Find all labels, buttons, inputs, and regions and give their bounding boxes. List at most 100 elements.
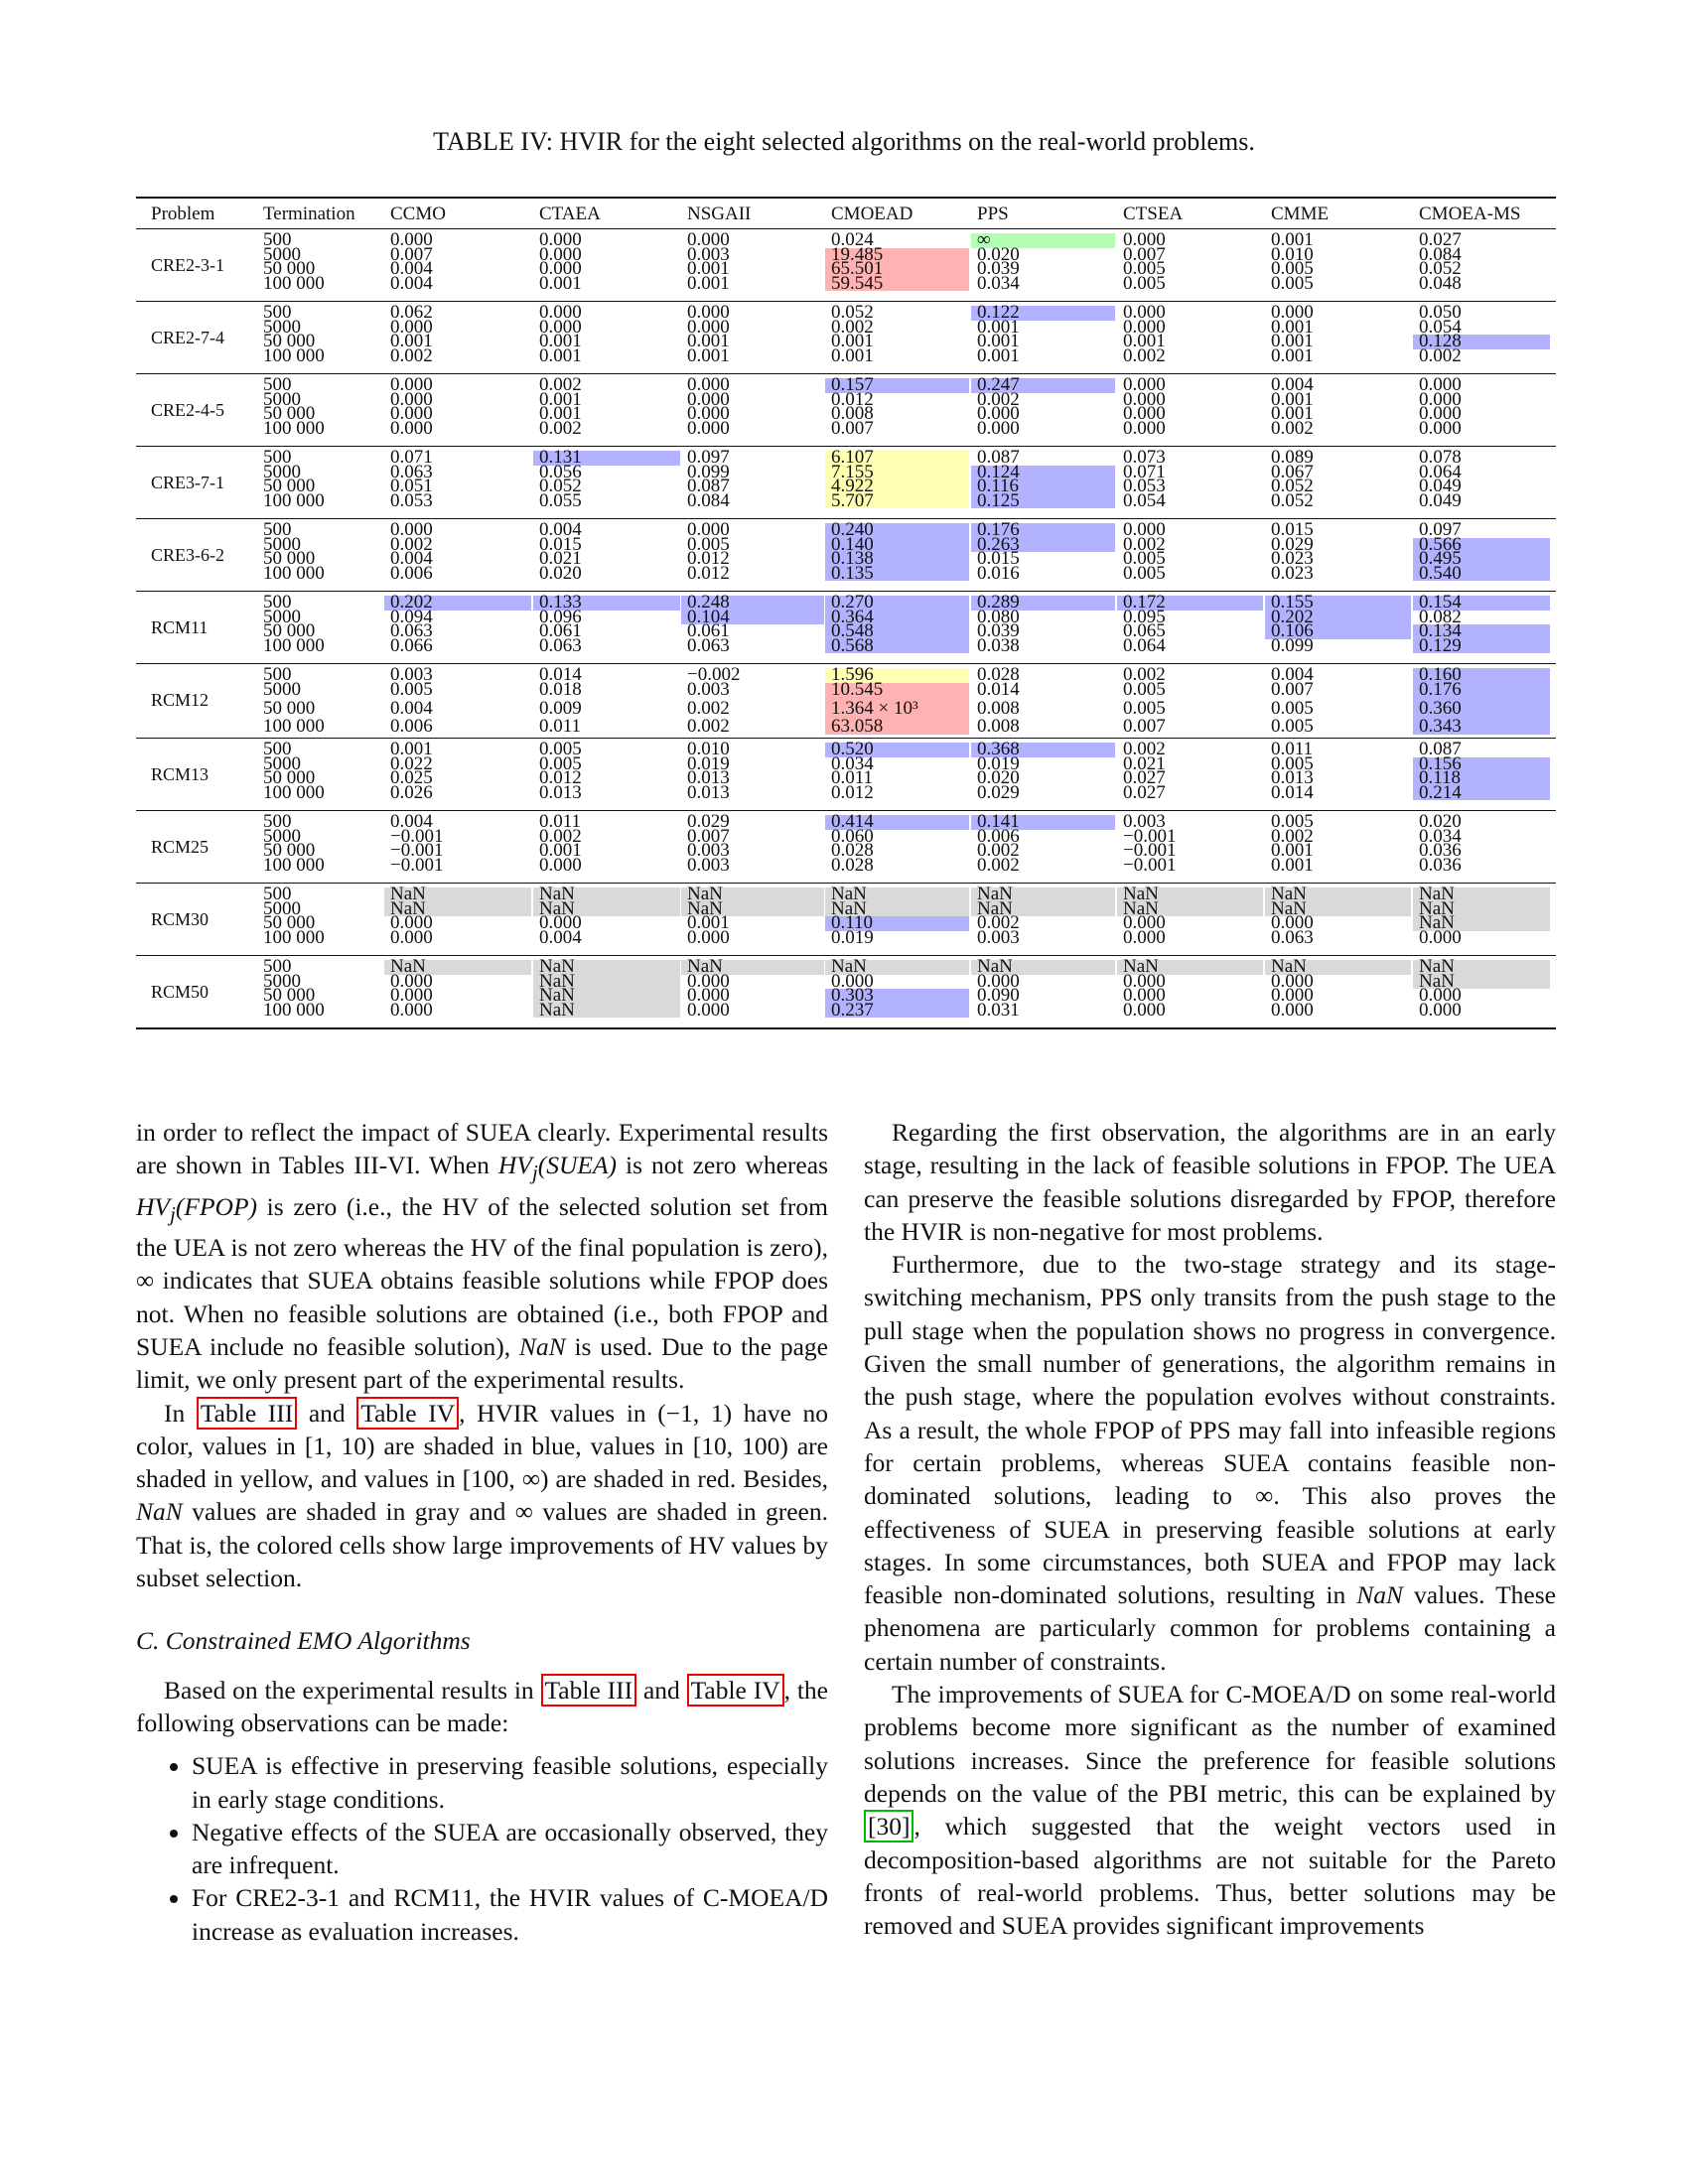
hvir-value: 0.052 xyxy=(1271,476,1314,497)
hvir-value: 0.055 xyxy=(539,489,582,511)
hvir-value: 0.078 xyxy=(1419,447,1462,468)
hvir-value: 0.000 xyxy=(1271,985,1314,1007)
value-cell: NaN NaN 0.110 0.019 xyxy=(825,885,969,947)
hvir-value: 0.005 xyxy=(1271,716,1314,738)
value-cell: 0.133 0.096 0.061 0.063 xyxy=(533,593,680,655)
hvir-value: 0.000 xyxy=(1419,388,1462,410)
hvir-value: 0.067 xyxy=(1271,461,1314,482)
hvir-value: NaN xyxy=(825,957,969,976)
column-header: CTAEA xyxy=(539,204,601,224)
column-header: CMOEAD xyxy=(831,204,914,224)
hvir-value: 0.202 xyxy=(1265,608,1411,625)
hvir-value: 0.052 xyxy=(539,476,582,497)
hvir-value: 0.135 xyxy=(825,564,969,583)
hvir-value: 0.005 xyxy=(1123,698,1166,720)
hvir-value: 0.034 xyxy=(1419,825,1462,847)
value-cell: 0.011 0.002 0.001 0.000 xyxy=(533,812,680,874)
termination-value: 5000 xyxy=(263,970,301,992)
hvir-value: 0.007 xyxy=(390,243,433,265)
hvir-value: 0.001 xyxy=(1271,388,1314,410)
hvir-value: 0.049 xyxy=(1419,489,1462,511)
hvir-value: 0.094 xyxy=(390,606,433,627)
hvir-value: 0.000 xyxy=(1271,970,1314,992)
termination-value: 5000 xyxy=(263,388,301,410)
table-header-row: Problem Termination CCMO CTAEA NSGAII CMOEAD P… xyxy=(136,199,1556,228)
hvir-value: 0.548 xyxy=(825,621,969,640)
value-cell: 0.078 0.064 0.049 0.049 xyxy=(1413,447,1550,511)
termination-value: 5000 xyxy=(263,243,301,265)
hvir-value: 0.176 xyxy=(1413,680,1550,698)
hvir-value: 0.014 xyxy=(977,678,1020,700)
termination-value: 50 000 xyxy=(263,840,316,862)
value-cell: 0.000 0.007 0.005 0.005 xyxy=(1117,230,1263,292)
problem-name: CRE3-7-1 xyxy=(151,472,224,492)
termination-value: 50 000 xyxy=(263,476,316,497)
table-row-group: RCM30 500 5000 50 000 100 000 NaN NaN 0.000 0.00… xyxy=(136,883,1556,955)
hvir-value: −0.002 xyxy=(687,664,741,685)
value-cell: 0.172 0.095 0.065 0.064 xyxy=(1117,593,1263,655)
termination-value: 5000 xyxy=(263,461,301,482)
hvir-value: 0.005 xyxy=(1271,811,1314,832)
hvir-value: NaN xyxy=(1413,885,1550,903)
termination-value: 500 xyxy=(263,664,292,685)
hvir-value: 0.520 xyxy=(825,740,969,758)
termination-value: 50 000 xyxy=(263,403,316,425)
hvir-value: 0.027 xyxy=(1123,767,1166,789)
hvir-value: 0.000 xyxy=(539,912,582,934)
hvir-value: NaN xyxy=(681,957,824,976)
hvir-value: 0.002 xyxy=(1123,533,1166,555)
value-cell: 0.002 0.021 0.027 0.027 xyxy=(1117,740,1263,801)
hvir-value: 0.061 xyxy=(539,620,582,642)
table-iii-link[interactable]: Table III xyxy=(196,1396,298,1430)
hvir-value: 0.000 xyxy=(687,388,730,410)
table-row-group: RCM50 500 5000 50 000 100 000 NaN 0.000 0.000 0.… xyxy=(136,955,1556,1027)
hvir-value: 0.023 xyxy=(1271,562,1314,584)
citation-link[interactable]: [30] xyxy=(864,1810,914,1843)
hvir-value: ∞ xyxy=(971,230,1115,249)
hvir-value: 0.000 xyxy=(390,388,433,410)
hvir-value: 0.020 xyxy=(1419,811,1462,832)
hvir-value: 0.073 xyxy=(1123,447,1166,468)
column-header: CTSEA xyxy=(1123,204,1184,224)
hvir-value: 0.063 xyxy=(390,620,433,642)
hvir-value: 0.002 xyxy=(1271,825,1314,847)
termination-value: 5000 xyxy=(263,606,301,627)
value-cell: 0.000 0.002 0.005 0.005 xyxy=(1117,520,1263,582)
column-header: Problem xyxy=(151,204,215,224)
value-cell: 0.003 0.005 0.004 0.006 xyxy=(384,665,531,736)
hvir-value: NaN xyxy=(1117,957,1263,976)
hvir-value: 0.414 xyxy=(825,812,969,831)
hvir-value: 0.012 xyxy=(687,548,730,570)
hvir-value: 0.160 xyxy=(1413,665,1550,684)
hvir-value: 0.004 xyxy=(390,258,433,280)
hvir-value: 0.001 xyxy=(977,344,1020,366)
hvir-value: 6.107 xyxy=(825,448,969,467)
value-cell: 0.289 0.080 0.039 0.038 xyxy=(971,593,1115,655)
hvir-value: 0.005 xyxy=(1123,678,1166,700)
hvir-value: 0.036 xyxy=(1419,854,1462,876)
hvir-value: 0.004 xyxy=(390,548,433,570)
hvir-value: 0.001 xyxy=(539,331,582,352)
section-subheading: C. Constrained EMO Algorithms xyxy=(136,1626,471,1656)
hvir-value: 0.000 xyxy=(390,316,433,338)
hvir-value: 0.000 xyxy=(1123,417,1166,439)
value-cell: 0.027 0.084 0.052 0.048 xyxy=(1413,230,1550,292)
hvir-value: 0.039 xyxy=(977,258,1020,280)
hvir-value: 0.140 xyxy=(825,535,969,553)
hvir-value: 0.004 xyxy=(390,272,433,294)
table-iv-link[interactable]: Table IV xyxy=(356,1396,460,1430)
hvir-value: 0.106 xyxy=(1265,621,1411,640)
hvir-value: NaN xyxy=(681,899,824,917)
hvir-value: 0.063 xyxy=(390,461,433,482)
hvir-value: 0.036 xyxy=(1419,840,1462,862)
hvir-value: 0.001 xyxy=(539,403,582,425)
hvir-value: NaN xyxy=(1265,885,1411,903)
hvir-value: 0.014 xyxy=(539,664,582,685)
hvir-value: 0.000 xyxy=(390,374,433,395)
hvir-value: 0.005 xyxy=(1271,258,1314,280)
table-iv-link[interactable]: Table IV xyxy=(686,1673,784,1706)
hvir-value: 0.012 xyxy=(831,781,874,803)
termination-value: 500 xyxy=(263,447,292,468)
value-cell: 0.002 0.005 0.005 0.007 xyxy=(1117,665,1263,736)
table-iii-link[interactable]: Table III xyxy=(540,1673,637,1706)
